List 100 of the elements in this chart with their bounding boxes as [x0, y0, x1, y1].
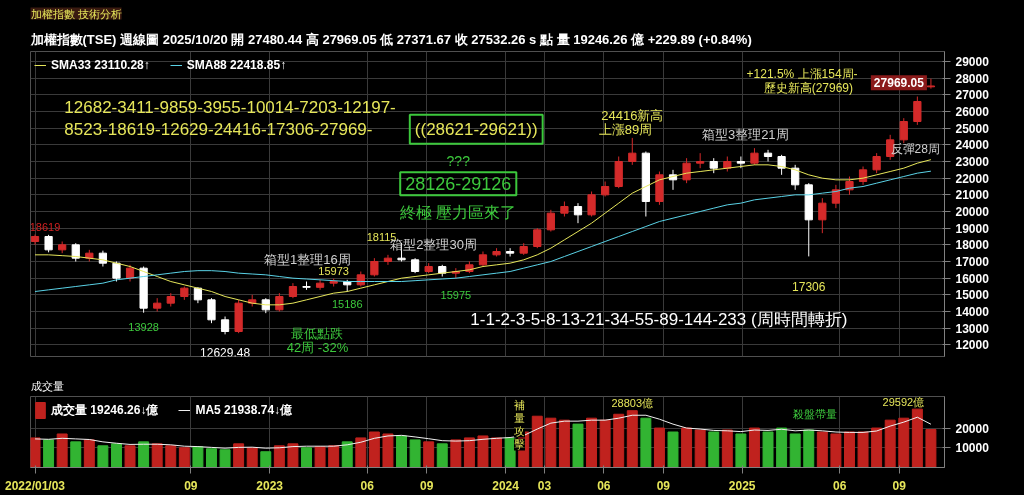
- bar: [572, 423, 584, 468]
- bar: [314, 446, 326, 468]
- annotation: 12682-3411-9859-3955-10014-7203-12197-: [64, 97, 396, 117]
- bar: [762, 431, 774, 468]
- x-tick-label: 09: [892, 478, 907, 493]
- y-tick-label: 10000: [955, 441, 990, 456]
- candlestick: [546, 209, 555, 232]
- y-tick-label: 27000: [955, 88, 990, 103]
- bar: [151, 443, 163, 468]
- bar: [43, 439, 55, 468]
- candlestick: [533, 227, 542, 249]
- x-tick-label: 2024: [492, 478, 520, 493]
- candlestick: [858, 166, 868, 186]
- bar: [97, 445, 109, 468]
- bar: [301, 447, 312, 468]
- annotation: 8523-18619-12629-24416-17306-27969-: [64, 120, 373, 140]
- legend-label: SMA88 22418.85↑: [186, 58, 287, 72]
- chart-title: 成交量: [30, 379, 64, 392]
- annotation: 17306: [792, 279, 826, 294]
- candlestick: [763, 149, 773, 162]
- bar: [653, 427, 665, 468]
- candlestick: [913, 96, 922, 126]
- annotation: 42周 -32%: [286, 340, 349, 356]
- bar: [613, 413, 625, 468]
- y-tick-label: 17000: [955, 255, 990, 269]
- bar: [192, 446, 204, 468]
- bar: [871, 427, 883, 468]
- y-tick-label: 24000: [955, 138, 990, 153]
- bar: [681, 427, 693, 468]
- x-tick-label: 03: [537, 478, 552, 493]
- y-tick-label: 23000: [955, 155, 990, 169]
- annotation: 15186: [331, 297, 363, 310]
- x-tick-label: 09: [420, 478, 434, 493]
- chart-title: 加權指數 技術分析: [30, 7, 122, 20]
- bar: [925, 429, 937, 468]
- annotation: 1-1-2-3-5-8-13-21-34-55-89-144-233 (周時間轉折): [470, 309, 848, 329]
- annotation: 27969.05: [873, 76, 925, 91]
- bar: [396, 435, 408, 468]
- bar: [667, 431, 679, 468]
- candlestick: [872, 152, 881, 174]
- y-tick-label: 29000: [955, 55, 990, 69]
- x-tick-label: 09: [184, 478, 198, 493]
- y-tick-label: 18000: [955, 238, 990, 253]
- bar: [83, 439, 95, 468]
- x-tick-label: 2022/01/03: [5, 478, 66, 493]
- candlestick: [682, 157, 691, 184]
- chart-subtitle: 加權指數(TSE) 週線圖 2025/10/20 開 27480.44 高 27969.05 低 27371.67 收 27532.26 s 點 量 19246.26 億 +229.89 (+0.84%): [29, 31, 752, 47]
- bar: [531, 415, 543, 468]
- bar: [124, 445, 136, 468]
- bar: [911, 408, 923, 468]
- x-tick-label: 06: [597, 478, 611, 493]
- annotation: 28126-29126: [405, 174, 512, 195]
- bar: [721, 429, 733, 468]
- y-tick-label: 26000: [955, 105, 990, 119]
- bar: [857, 431, 869, 468]
- bar: [558, 419, 570, 468]
- y-tick-label: 20000: [955, 421, 990, 436]
- annotation: 29592億: [882, 396, 925, 409]
- bar: [898, 417, 910, 468]
- bar: [56, 433, 68, 468]
- bar: [545, 417, 557, 468]
- candlestick: [831, 184, 841, 209]
- bar: [341, 441, 353, 468]
- bar: [110, 443, 122, 468]
- candlestick: [573, 202, 583, 224]
- annotation: 18619: [29, 220, 61, 233]
- legend-label: MA5 21938.74↓億: [195, 401, 293, 419]
- annotation: 12629.48: [200, 345, 251, 360]
- x-tick-label: 09: [656, 478, 671, 493]
- annotation: 補量攻擊: [513, 399, 525, 451]
- bar: [599, 419, 611, 468]
- y-tick-label: 15000: [955, 288, 990, 303]
- annotation: 殺盤帶量: [792, 408, 837, 421]
- bar: [491, 437, 503, 468]
- bar: [206, 448, 217, 468]
- candlestick: [275, 292, 284, 312]
- annotation: 24416新高: [601, 108, 664, 124]
- x-tick-label: 06: [360, 478, 375, 493]
- annotation: 上漲89周: [598, 121, 653, 137]
- bar: [586, 417, 598, 468]
- bar: [260, 451, 272, 468]
- annotation: 歷史新高(27969): [763, 80, 854, 95]
- y-tick-label: 25000: [955, 121, 990, 136]
- bar: [138, 441, 150, 468]
- candlestick: [899, 117, 908, 144]
- bar: [748, 427, 760, 468]
- y-tick-label: 21000: [955, 188, 990, 203]
- legend-label: 成交量 19246.26↓億: [51, 401, 159, 419]
- annotation: 箱型3整理21周: [701, 127, 789, 143]
- y-tick-label: 22000: [955, 171, 990, 186]
- bar: [368, 431, 380, 468]
- x-tick-label: 2025: [728, 478, 756, 493]
- annotation: 28803億: [611, 396, 654, 409]
- bar: [830, 433, 842, 468]
- bar: [382, 433, 394, 468]
- annotation: 15975: [440, 288, 472, 301]
- bar: [246, 447, 258, 468]
- bar: [70, 441, 82, 468]
- candlestick: [818, 197, 827, 234]
- annotation: 箱型1整理16周: [264, 251, 351, 267]
